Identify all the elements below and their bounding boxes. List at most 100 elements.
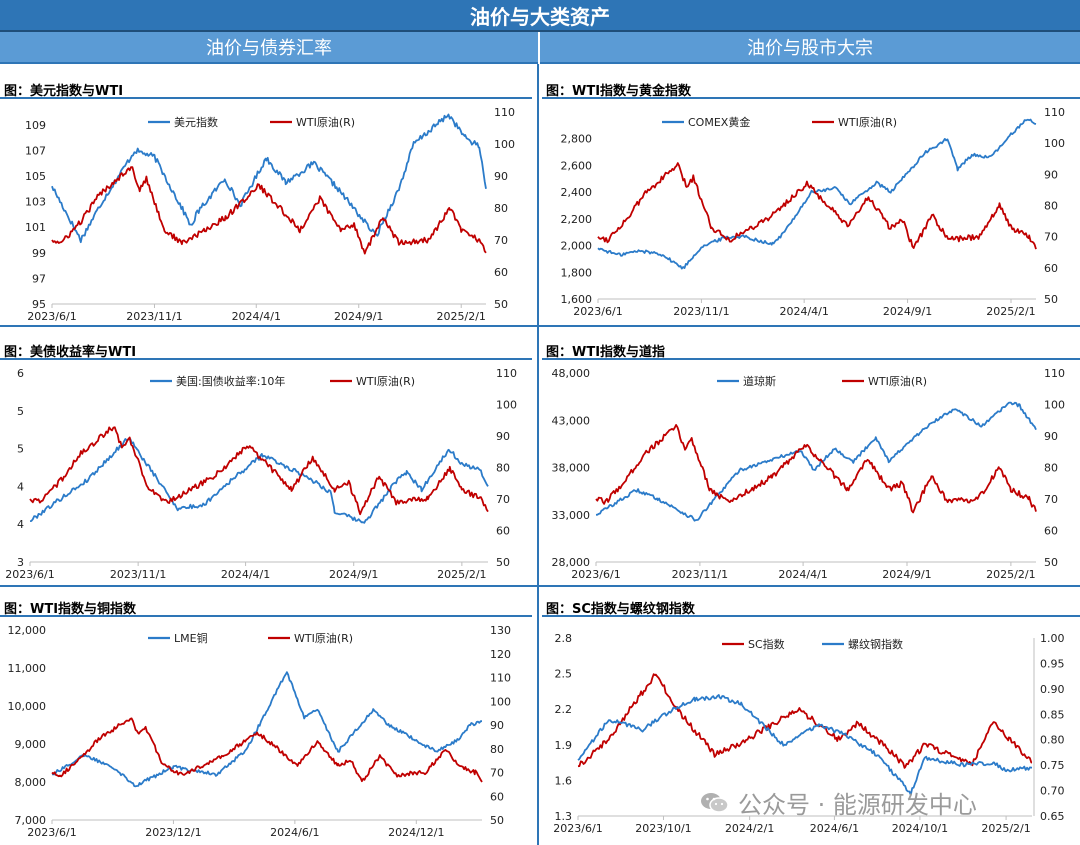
section-header-bonds-fx: 油价与债券汇率 [0, 32, 538, 64]
x-tick-label: 2023/6/1 [553, 822, 602, 835]
x-tick-label: 2024/6/1 [270, 826, 319, 839]
series-line [597, 118, 1037, 270]
panel-rule [0, 97, 532, 99]
x-tick-label: 2023/6/1 [573, 305, 622, 318]
x-tick-label: 2024/9/1 [883, 305, 932, 318]
y-right-tick-label: 0.75 [1040, 759, 1065, 772]
x-tick-label: 2024/10/1 [892, 822, 948, 835]
y-right-tick-label: 80 [1044, 462, 1058, 475]
chart-wti-dow: 2023/6/1 2023/11/1 2024/4/1 2024/9/1 2025/2/… [552, 367, 1066, 581]
y-left-tick-label: 10,000 [8, 700, 47, 713]
x-tick-label: 2025/2/1 [437, 310, 486, 323]
y-left-tick-label: 97 [32, 272, 46, 285]
y-right-tick-label: 110 [1044, 106, 1065, 119]
legend-label: WTI原油(R) [868, 374, 927, 388]
chart-title-wti-copper: 图：WTI指数与铜指数 [4, 602, 137, 617]
legend-label: 螺纹钢指数 [848, 637, 903, 651]
x-tick-label: 2024/4/1 [221, 568, 270, 581]
x-tick-label: 2025/2/1 [986, 305, 1035, 318]
y-left-tick-label: 99 [32, 247, 46, 260]
y-right-tick-label: 110 [1044, 367, 1065, 380]
y-right-tick-label: 60 [490, 790, 504, 803]
page-title: 油价与大类资产 [0, 0, 1080, 32]
legend-label: 道琼斯 [743, 374, 776, 388]
y-right-tick-label: 80 [490, 743, 504, 756]
y-right-tick-label: 90 [494, 170, 508, 183]
chart-wti-gold: 2023/6/1 2023/11/1 2024/4/1 2024/9/1 2025/2/… [561, 106, 1066, 318]
x-tick-label: 2023/6/1 [27, 826, 76, 839]
section-header-stocks-commodities: 油价与股市大宗 [540, 32, 1080, 64]
legend-label: LME铜 [174, 631, 208, 645]
series-line [577, 694, 1033, 796]
x-tick-label: 2024/9/1 [882, 568, 931, 581]
y-left-tick-label: 5 [17, 405, 24, 418]
series-line [51, 166, 487, 255]
chart-title-ust-wti: 图：美债收益率与WTI [4, 345, 137, 360]
panel-rule [542, 358, 1080, 360]
y-left-tick-label: 107 [25, 144, 46, 157]
chart-title-wti-gold: 图：WTI指数与黄金指数 [546, 84, 692, 99]
y-left-tick-label: 1.9 [555, 739, 573, 752]
section-divider [538, 32, 540, 64]
column-separator [537, 64, 539, 845]
y-right-tick-label: 70 [496, 493, 510, 506]
y-right-tick-label: 100 [494, 138, 515, 151]
y-right-tick-label: 0.90 [1040, 683, 1065, 696]
series-line [51, 671, 482, 788]
y-right-tick-label: 0.70 [1040, 785, 1065, 798]
y-left-tick-label: 2,800 [561, 133, 593, 146]
y-right-tick-label: 80 [494, 202, 508, 215]
x-tick-label: 2024/2/1 [725, 822, 774, 835]
chart-wti-copper: 2023/6/1 2023/12/1 2024/6/1 2024/12/1 7,000 8… [8, 624, 512, 839]
row-separator [0, 585, 1080, 587]
series-line [595, 424, 1037, 514]
wechat-icon [700, 791, 730, 815]
x-tick-label: 2024/12/1 [388, 826, 444, 839]
series-line [595, 401, 1037, 522]
x-tick-label: 2024/6/1 [810, 822, 859, 835]
x-tick-label: 2023/6/1 [571, 568, 620, 581]
y-left-tick-label: 38,000 [552, 462, 591, 475]
y-left-tick-label: 8,000 [15, 776, 47, 789]
x-tick-label: 2024/9/1 [334, 310, 383, 323]
y-right-tick-label: 70 [494, 234, 508, 247]
y-left-tick-label: 101 [25, 221, 46, 234]
legend-label: SC指数 [748, 637, 785, 651]
y-right-tick-label: 0.80 [1040, 734, 1065, 747]
y-left-tick-label: 1.3 [555, 810, 573, 823]
x-tick-label: 2023/11/1 [672, 568, 728, 581]
chart-title-usd-wti: 图：美元指数与WTI [4, 84, 124, 99]
y-right-tick-label: 110 [494, 106, 515, 119]
y-right-tick-label: 100 [1044, 399, 1065, 412]
x-tick-label: 2024/4/1 [779, 305, 828, 318]
series-line [51, 717, 483, 783]
x-tick-label: 2023/12/1 [145, 826, 201, 839]
y-left-tick-label: 4 [17, 480, 24, 493]
x-tick-label: 2025/2/1 [981, 822, 1030, 835]
y-left-tick-label: 2,200 [561, 213, 593, 226]
y-left-tick-label: 2,400 [561, 186, 593, 199]
y-left-tick-label: 109 [25, 119, 46, 132]
chart-title-sc-rebar: 图：SC指数与螺纹钢指数 [546, 602, 695, 617]
y-right-tick-label: 50 [494, 298, 508, 311]
y-left-tick-label: 2,000 [561, 240, 593, 253]
y-right-tick-label: 100 [1044, 137, 1065, 150]
y-left-tick-label: 105 [25, 170, 46, 183]
x-tick-label: 2025/2/1 [986, 568, 1035, 581]
chart-title-wti-dow: 图：WTI指数与道指 [546, 345, 666, 360]
x-tick-label: 2023/6/1 [5, 568, 54, 581]
x-tick-label: 2023/10/1 [635, 822, 691, 835]
y-right-tick-label: 0.85 [1040, 708, 1065, 721]
y-right-tick-label: 90 [1044, 168, 1058, 181]
series-line [577, 673, 1033, 769]
legend-label: COMEX黄金 [688, 115, 750, 129]
legend-label: WTI原油(R) [294, 631, 353, 645]
chart-usd-wti: 2023/6/1 2023/11/1 2024/4/1 2024/9/1 2025/2/… [25, 106, 515, 323]
y-left-tick-label: 11,000 [8, 662, 47, 675]
y-right-tick-label: 90 [1044, 430, 1058, 443]
y-right-tick-label: 0.65 [1040, 810, 1065, 823]
legend-label: WTI原油(R) [296, 115, 355, 129]
x-tick-label: 2023/11/1 [126, 310, 182, 323]
y-left-tick-label: 1.6 [555, 774, 573, 787]
watermark-text: 公众号 · 能源研发中心 [738, 791, 977, 819]
